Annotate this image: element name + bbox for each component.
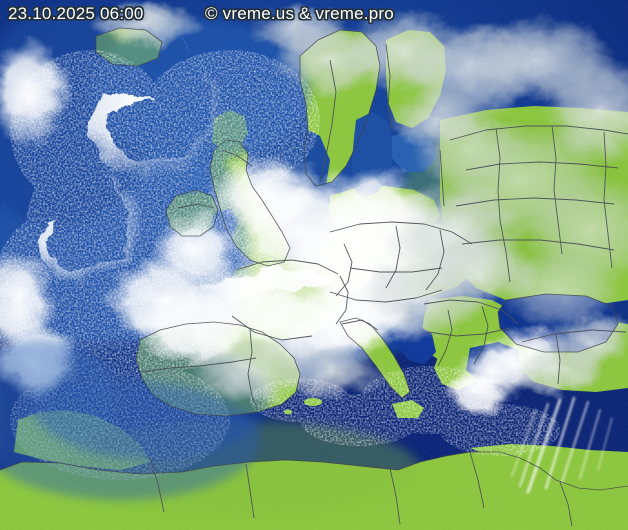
timestamp-label: 23.10.2025 06:00 [8, 4, 144, 23]
copyright-label: © vreme.us & vreme.pro [205, 4, 394, 23]
